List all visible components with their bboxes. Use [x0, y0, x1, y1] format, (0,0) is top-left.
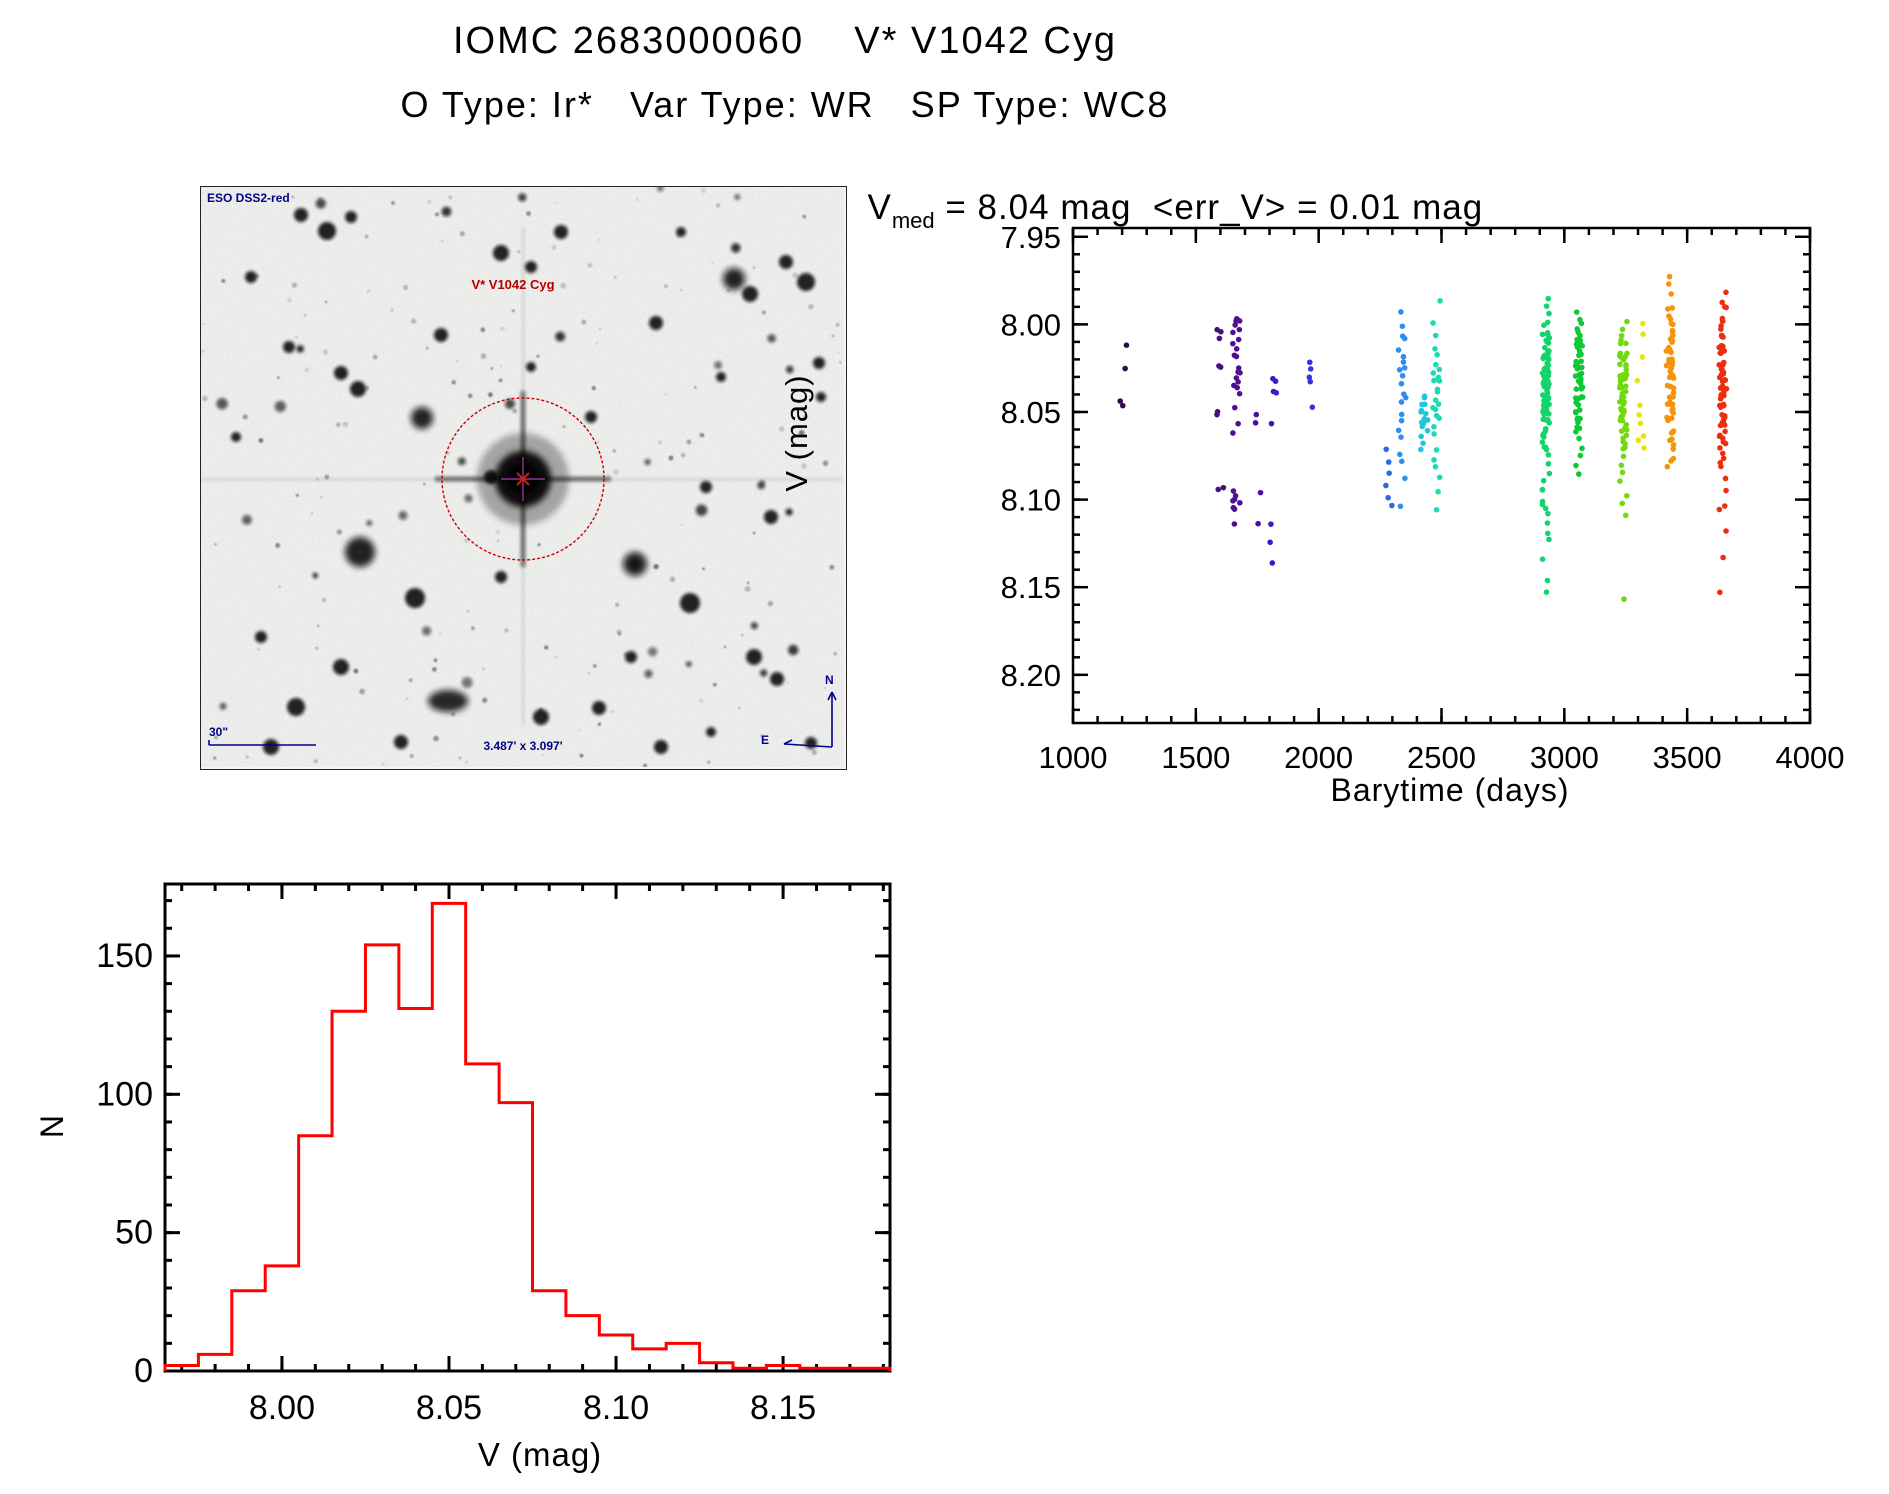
svg-text:8.05: 8.05 [1001, 395, 1061, 430]
scatter-title-rest: = 8.04 mag <err_V> = 0.01 mag [934, 188, 1484, 227]
compass-east-label: E [761, 733, 770, 747]
svg-text:8.05: 8.05 [416, 1389, 482, 1427]
scale-bar-label: 30" [209, 725, 229, 739]
scatter-y-axis-label: V (mag) [779, 374, 814, 492]
svg-text:8.15: 8.15 [1001, 570, 1061, 605]
scatter-title-sub: med [891, 208, 935, 233]
svg-text:0: 0 [134, 1352, 153, 1390]
svg-text:1000: 1000 [1039, 740, 1108, 775]
svg-text:2000: 2000 [1284, 740, 1353, 775]
svg-text:3500: 3500 [1653, 740, 1722, 775]
svg-text:2500: 2500 [1407, 740, 1476, 775]
scatter-title: Vmed = 8.04 mag <err_V> = 0.01 mag [846, 148, 1483, 234]
svg-text:50: 50 [115, 1214, 153, 1252]
svg-text:8.00: 8.00 [1001, 307, 1061, 342]
svg-text:8.10: 8.10 [583, 1389, 649, 1427]
target-label: V* V1042 Cyg [471, 277, 555, 292]
svg-text:8.00: 8.00 [249, 1389, 315, 1427]
svg-text:7.95: 7.95 [1001, 220, 1061, 255]
survey-label: ESO DSS2-red [207, 191, 290, 205]
magnitude-histogram-plot: 8.00 8.05 8.10 8.15 0 50 100 150 [96, 882, 892, 1427]
svg-text:150: 150 [96, 937, 153, 975]
finder-chart: ESO DSS2-red V* V1042 Cyg 30" 3.487' x 3… [200, 186, 847, 770]
histogram-x-axis-label: V (mag) [477, 1436, 603, 1473]
compass-north-label: N [825, 673, 834, 687]
scatter-title-v: V [867, 188, 892, 227]
svg-text:3000: 3000 [1530, 740, 1599, 775]
svg-text:8.10: 8.10 [1001, 483, 1061, 518]
svg-text:1500: 1500 [1161, 740, 1230, 775]
fov-label: 3.487' x 3.097' [483, 739, 563, 753]
svg-text:4000: 4000 [1776, 740, 1845, 775]
svg-text:100: 100 [96, 1075, 153, 1113]
page-subtitle: O Type: Ir* Var Type: WR SP Type: WC8 [400, 84, 1170, 125]
scatter-x-axis-label: Barytime (days) [1330, 772, 1570, 808]
star-field-image [201, 187, 844, 767]
svg-text:8.15: 8.15 [750, 1389, 816, 1427]
svg-text:8.20: 8.20 [1001, 658, 1061, 693]
page-title: IOMC 2683000060 V* V1042 Cyg [452, 20, 1118, 62]
lightcurve-scatter-plot: 1000 1500 2000 2500 3000 3500 4000 7.95 8.00 8.05… [1001, 220, 1845, 775]
